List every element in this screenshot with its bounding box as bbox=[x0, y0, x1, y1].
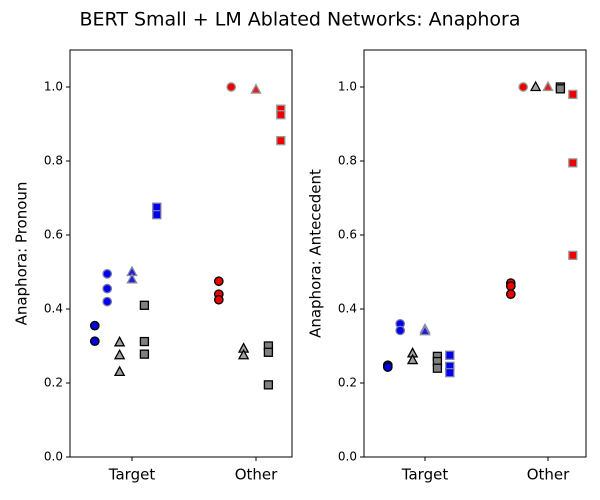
point bbox=[102, 296, 113, 307]
point bbox=[505, 281, 516, 291]
y-axis-label: Anaphora: Antecedent bbox=[307, 169, 325, 338]
point bbox=[432, 363, 443, 373]
point bbox=[382, 362, 393, 372]
point bbox=[505, 289, 516, 300]
plot-area bbox=[363, 49, 587, 458]
point bbox=[445, 350, 455, 360]
point bbox=[113, 365, 126, 377]
point bbox=[276, 110, 286, 120]
point bbox=[406, 353, 419, 365]
point bbox=[568, 158, 578, 168]
y-tick-label: 0.8 bbox=[338, 154, 357, 168]
point bbox=[89, 336, 100, 347]
point bbox=[263, 347, 274, 357]
point bbox=[102, 283, 113, 294]
point bbox=[568, 89, 578, 100]
point bbox=[555, 84, 566, 94]
point bbox=[419, 324, 431, 336]
x-tick-label: Target bbox=[401, 466, 449, 484]
point bbox=[395, 325, 406, 336]
point bbox=[250, 83, 262, 94]
point bbox=[237, 348, 250, 360]
y-tick-label: 1.0 bbox=[44, 80, 63, 94]
point bbox=[529, 80, 542, 92]
y-tick-label: 0.2 bbox=[44, 376, 63, 390]
y-tick-label: 0.4 bbox=[44, 302, 63, 316]
point bbox=[113, 348, 126, 360]
y-tick-label: 0.4 bbox=[338, 302, 357, 316]
y-tick-label: 0.8 bbox=[44, 154, 63, 168]
point bbox=[113, 335, 126, 347]
point bbox=[152, 209, 162, 220]
y-tick-label: 0.6 bbox=[338, 228, 357, 242]
y-tick-label: 0.0 bbox=[338, 450, 357, 464]
point bbox=[139, 336, 150, 347]
x-tick-label: Other bbox=[235, 466, 278, 484]
point bbox=[263, 380, 274, 390]
point bbox=[568, 250, 578, 261]
y-tick-label: 0.0 bbox=[44, 450, 63, 464]
y-tick-label: 0.6 bbox=[44, 228, 63, 242]
y-axis-label: Anaphora: Pronoun bbox=[13, 182, 31, 326]
x-tick-label: Target bbox=[108, 466, 156, 484]
point bbox=[213, 294, 224, 305]
y-tick-label: 0.2 bbox=[338, 376, 357, 390]
point bbox=[445, 367, 455, 378]
plot-area bbox=[69, 49, 293, 458]
point bbox=[139, 300, 150, 310]
point bbox=[518, 82, 529, 92]
figure-title: BERT Small + LM Ablated Networks: Anapho… bbox=[79, 9, 520, 31]
point bbox=[139, 349, 150, 359]
point bbox=[276, 135, 286, 146]
point bbox=[126, 273, 138, 284]
point bbox=[102, 268, 113, 279]
point bbox=[542, 80, 554, 92]
point bbox=[89, 320, 100, 331]
y-tick-label: 1.0 bbox=[338, 80, 357, 94]
x-tick-label: Other bbox=[527, 466, 570, 484]
point bbox=[226, 82, 237, 92]
point bbox=[213, 276, 224, 287]
